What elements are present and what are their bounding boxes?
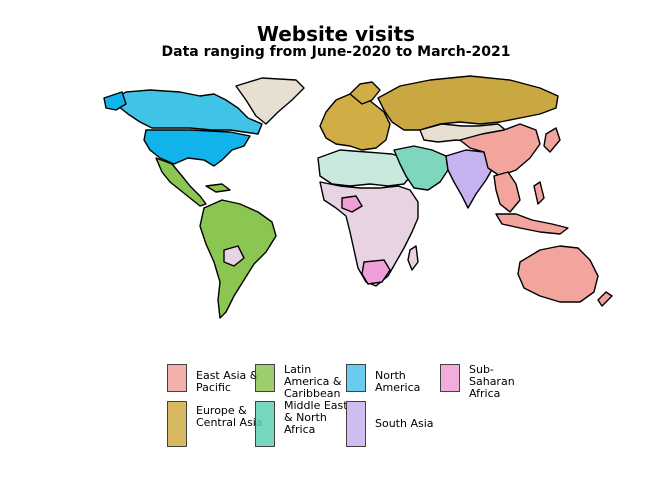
region-caribbean [205,183,231,193]
region-mexico-central-america [155,157,207,207]
region-middle-east [393,145,449,191]
region-bolivia-paraguay [223,245,245,267]
region-philippines [533,181,545,205]
map-subtitle: Data ranging from June-2020 to March-202… [161,44,511,60]
region-new-zealand [597,291,613,307]
region-north-america-canada [111,89,263,135]
region-alaska [103,91,127,111]
region-madagascar [407,245,419,271]
region-north-america-usa [143,129,251,167]
region-scandinavia [349,81,381,105]
region-southeast-asia [493,171,521,213]
region-indonesia [495,213,569,235]
map-title: Website visits [256,22,416,46]
region-south-africa [361,259,391,285]
region-south-asia [445,149,495,209]
region-nigeria [341,195,363,213]
region-russia [377,75,559,131]
region-australia [517,245,599,303]
region-china [459,123,541,177]
region-greenland [235,77,305,125]
region-japan [543,127,561,153]
